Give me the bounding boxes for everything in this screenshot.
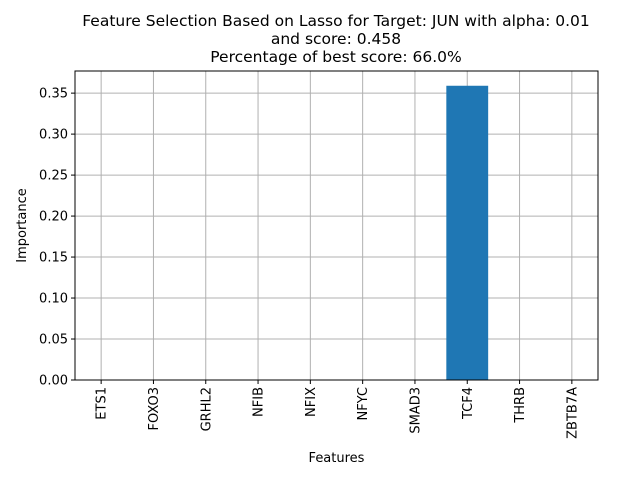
x-tick-label: SMAD3 <box>408 387 423 434</box>
bar <box>446 85 489 380</box>
axes-frame <box>74 70 599 381</box>
bars <box>446 85 489 380</box>
chart-title-line-3: Percentage of best score: 66.0% <box>210 48 462 66</box>
x-tick-label: FOXO3 <box>147 387 162 430</box>
chart-title-line-1: Feature Selection Based on Lasso for Tar… <box>82 12 590 30</box>
y-tick-label: 0.05 <box>39 333 68 348</box>
grid <box>75 71 598 381</box>
x-tick-label: ZBTB7A <box>565 387 580 439</box>
y-tick-label: 0.20 <box>39 210 68 225</box>
y-tick-label: 0.10 <box>39 292 68 307</box>
y-tick-label: 0.25 <box>39 169 68 184</box>
ticks: 0.00 0.05 0.10 0.15 0.20 0.25 0.30 0.35 ETS1 FOXO… <box>39 87 580 439</box>
chart-title-line-2: and score: 0.458 <box>270 30 402 48</box>
x-tick-label: NFIX <box>304 387 319 417</box>
x-tick-label: TCF4 <box>461 387 476 420</box>
y-tick-label: 0.00 <box>39 374 68 389</box>
x-axis-label: Features <box>309 451 365 466</box>
y-tick-label: 0.35 <box>39 87 68 102</box>
x-tick-label: ETS1 <box>95 387 110 420</box>
x-tick-label: THRB <box>513 387 528 424</box>
y-tick-label: 0.15 <box>39 251 68 266</box>
y-tick-label: 0.30 <box>39 128 68 143</box>
y-axis-label: Importance <box>15 188 30 263</box>
x-tick-label: NFIB <box>252 387 267 417</box>
x-tick-label: NFYC <box>356 387 371 421</box>
x-tick-label: GRHL2 <box>199 387 214 431</box>
